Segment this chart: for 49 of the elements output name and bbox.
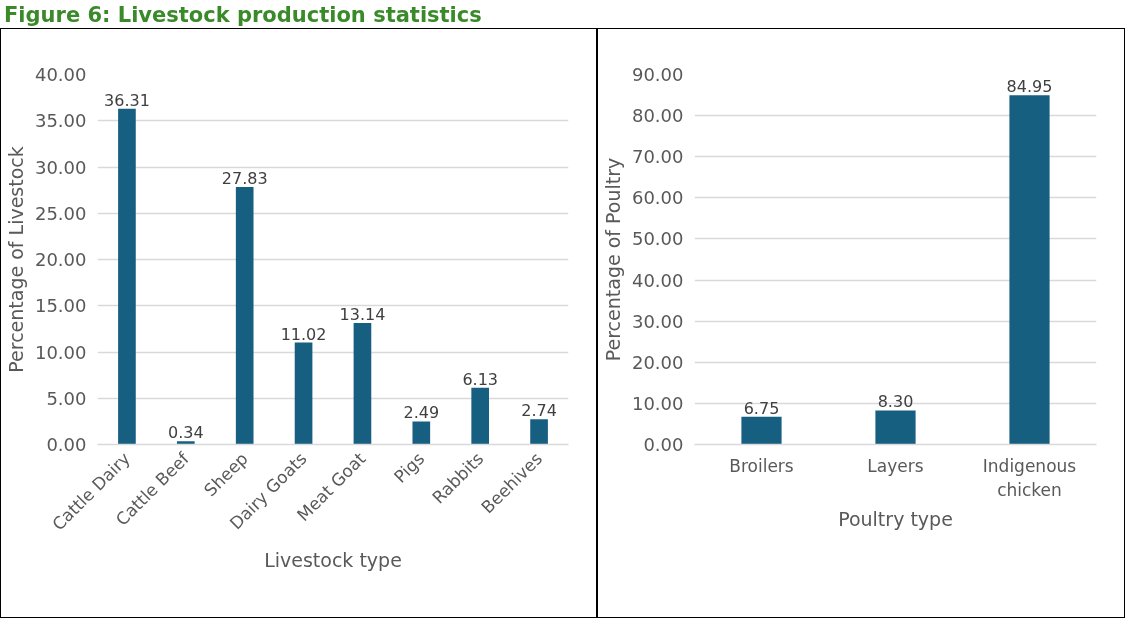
bar — [176, 441, 195, 445]
y-tick-label: 60.00 — [631, 187, 684, 209]
data-label: 13.14 — [339, 304, 386, 324]
x-tick-label: Indigenous chicken — [982, 455, 1077, 500]
bar — [353, 322, 372, 445]
y-axis-title: Percentage of Poultry — [601, 157, 624, 362]
bar — [875, 410, 916, 445]
data-label: 8.30 — [877, 392, 914, 412]
y-tick-label: 50.00 — [631, 228, 684, 250]
y-tick-label: 80.00 — [631, 105, 684, 127]
y-tick-label: 90.00 — [631, 64, 684, 85]
bar — [741, 416, 782, 445]
y-tick-label: 40.00 — [631, 269, 684, 291]
x-tick-label: Layers — [867, 455, 924, 476]
bar — [471, 387, 490, 445]
data-label: 84.95 — [1006, 77, 1053, 97]
data-label: 36.31 — [104, 90, 150, 110]
x-tick-label: Broilers — [729, 455, 794, 476]
y-tick-label: 5.00 — [46, 387, 87, 409]
data-label: 2.74 — [521, 401, 557, 421]
y-tick-label: 10.00 — [34, 341, 87, 363]
bar — [118, 108, 136, 445]
chart-title: Figure 6: Livestock production statistics — [4, 2, 482, 29]
y-tick-label: 0.00 — [46, 434, 87, 455]
y-tick-label: 20.00 — [34, 249, 87, 270]
y-tick-label: 25.00 — [34, 202, 87, 224]
data-label: 2.49 — [403, 403, 440, 423]
y-tick-label: 10.00 — [631, 392, 684, 414]
y-tick-label: 0.00 — [643, 434, 684, 455]
y-tick-label: 30.00 — [34, 156, 87, 178]
data-label: 0.34 — [168, 423, 204, 443]
bar — [1009, 95, 1050, 445]
bar — [530, 419, 548, 445]
y-tick-label: 15.00 — [34, 295, 87, 317]
y-tick-label: 70.00 — [631, 146, 684, 168]
data-label: 27.83 — [221, 169, 268, 189]
data-label: 6.75 — [743, 398, 780, 418]
y-axis-title: Percentage of Livestock — [4, 146, 27, 373]
y-tick-label: 30.00 — [631, 310, 684, 332]
y-tick-label: 20.00 — [631, 351, 684, 373]
bar — [412, 421, 431, 445]
data-label: 11.02 — [280, 324, 327, 344]
data-label: 6.13 — [462, 369, 498, 389]
bar — [235, 187, 254, 445]
x-axis-title: Poultry type — [838, 507, 953, 530]
y-tick-label: 35.00 — [34, 110, 87, 132]
bar — [294, 342, 313, 445]
y-tick-label: 40.00 — [34, 64, 87, 85]
x-axis-title: Livestock type — [264, 549, 402, 572]
